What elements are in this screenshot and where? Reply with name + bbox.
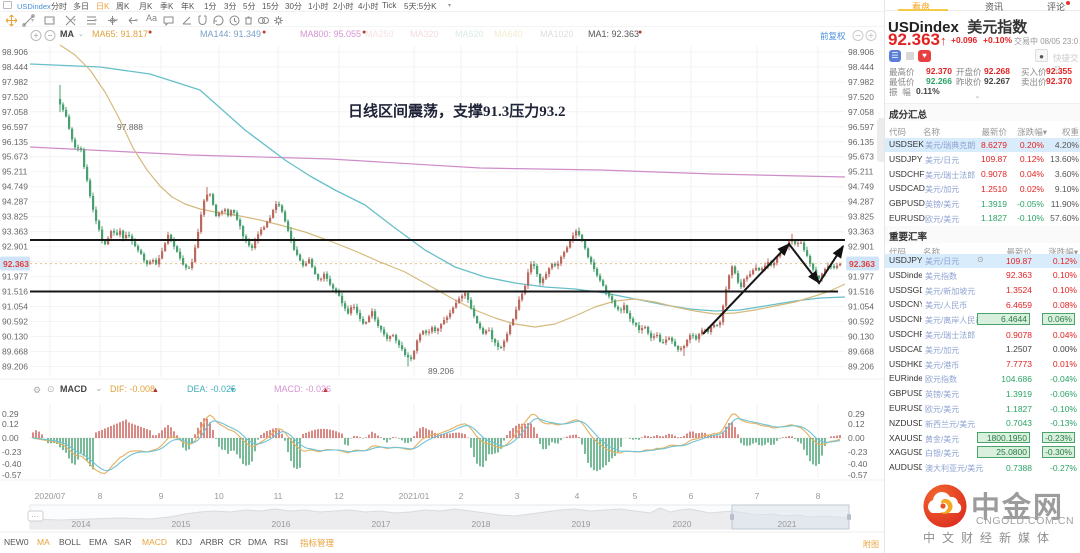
svg-text:94.287: 94.287 bbox=[848, 197, 874, 207]
svg-text:7: 7 bbox=[755, 491, 760, 501]
svg-text:90.130: 90.130 bbox=[2, 331, 28, 341]
svg-text:98.906: 98.906 bbox=[848, 47, 874, 57]
svg-text:2018: 2018 bbox=[472, 519, 491, 529]
svg-text:90.130: 90.130 bbox=[848, 331, 874, 341]
svg-text:98.444: 98.444 bbox=[848, 62, 874, 72]
svg-text:96.597: 96.597 bbox=[848, 122, 874, 132]
svg-text:4: 4 bbox=[575, 491, 580, 501]
svg-text:94.749: 94.749 bbox=[2, 182, 28, 192]
svg-text:2015: 2015 bbox=[172, 519, 191, 529]
svg-text:98.444: 98.444 bbox=[2, 62, 28, 72]
svg-text:93.825: 93.825 bbox=[848, 212, 874, 222]
svg-text:89.206: 89.206 bbox=[428, 366, 454, 376]
svg-text:97.888: 97.888 bbox=[117, 122, 143, 132]
svg-text:-0.23: -0.23 bbox=[848, 447, 868, 457]
svg-text:0.29: 0.29 bbox=[848, 409, 865, 419]
svg-text:2: 2 bbox=[459, 491, 464, 501]
svg-text:95.673: 95.673 bbox=[848, 152, 874, 162]
svg-text:90.592: 90.592 bbox=[848, 317, 874, 327]
svg-text:91.977: 91.977 bbox=[848, 272, 874, 282]
svg-text:2016: 2016 bbox=[272, 519, 291, 529]
svg-text:92.901: 92.901 bbox=[848, 242, 874, 252]
svg-text:8: 8 bbox=[98, 491, 103, 501]
svg-text:2014: 2014 bbox=[72, 519, 91, 529]
svg-text:日线区间震荡，支撑91.3压力93.2: 日线区间震荡，支撑91.3压力93.2 bbox=[348, 102, 566, 120]
svg-text:2020/07: 2020/07 bbox=[35, 491, 66, 501]
svg-text:91.054: 91.054 bbox=[2, 302, 28, 312]
svg-text:5: 5 bbox=[633, 491, 638, 501]
svg-text:DEA: -0.025: DEA: -0.025 bbox=[187, 384, 236, 394]
svg-text:-0.23: -0.23 bbox=[2, 447, 22, 457]
svg-text:91.977: 91.977 bbox=[2, 272, 28, 282]
svg-text:MACD: MACD bbox=[60, 384, 87, 394]
svg-text:0.12: 0.12 bbox=[2, 419, 19, 429]
svg-text:89.668: 89.668 bbox=[848, 346, 874, 356]
svg-text:90.592: 90.592 bbox=[2, 317, 28, 327]
svg-text:93.825: 93.825 bbox=[2, 212, 28, 222]
svg-text:98.906: 98.906 bbox=[2, 47, 28, 57]
svg-text:11: 11 bbox=[274, 491, 283, 501]
svg-text:▼: ▼ bbox=[229, 387, 236, 394]
svg-text:94.287: 94.287 bbox=[2, 197, 28, 207]
svg-text:⚙: ⚙ bbox=[33, 385, 41, 395]
svg-text:-0.40: -0.40 bbox=[2, 459, 22, 469]
svg-text:▲: ▲ bbox=[152, 387, 159, 394]
svg-text:⊙: ⊙ bbox=[47, 384, 55, 394]
svg-text:9: 9 bbox=[159, 491, 164, 501]
svg-text:92.901: 92.901 bbox=[2, 242, 28, 252]
svg-text:2017: 2017 bbox=[372, 519, 391, 529]
svg-text:-0.40: -0.40 bbox=[848, 459, 868, 469]
svg-text:⌄: ⌄ bbox=[95, 383, 103, 393]
svg-text:92.363: 92.363 bbox=[3, 259, 29, 269]
svg-text:10: 10 bbox=[214, 491, 224, 501]
svg-text:91.516: 91.516 bbox=[848, 287, 874, 297]
svg-text:93.363: 93.363 bbox=[848, 227, 874, 237]
svg-text:DIF: -0.008: DIF: -0.008 bbox=[110, 384, 155, 394]
svg-text:2020: 2020 bbox=[673, 519, 692, 529]
svg-text:91.516: 91.516 bbox=[2, 287, 28, 297]
svg-text:97.058: 97.058 bbox=[2, 107, 28, 117]
svg-text:97.058: 97.058 bbox=[848, 107, 874, 117]
svg-text:95.211: 95.211 bbox=[848, 167, 874, 177]
svg-text:93.363: 93.363 bbox=[2, 227, 28, 237]
svg-text:94.749: 94.749 bbox=[848, 182, 874, 192]
svg-text:89.206: 89.206 bbox=[2, 361, 28, 371]
svg-text:0.00: 0.00 bbox=[2, 433, 19, 443]
svg-text:-0.57: -0.57 bbox=[848, 470, 868, 480]
svg-text:95.673: 95.673 bbox=[2, 152, 28, 162]
svg-text:···: ··· bbox=[31, 512, 39, 521]
svg-text:97.520: 97.520 bbox=[848, 92, 874, 102]
svg-text:2021/01: 2021/01 bbox=[399, 491, 430, 501]
svg-text:96.135: 96.135 bbox=[848, 137, 874, 147]
svg-text:0.12: 0.12 bbox=[848, 419, 865, 429]
svg-text:6: 6 bbox=[689, 491, 694, 501]
svg-text:0.00: 0.00 bbox=[848, 433, 865, 443]
svg-text:91.054: 91.054 bbox=[848, 302, 874, 312]
svg-text:96.597: 96.597 bbox=[2, 122, 28, 132]
svg-text:8: 8 bbox=[816, 491, 821, 501]
svg-text:89.668: 89.668 bbox=[2, 346, 28, 356]
svg-text:▲: ▲ bbox=[322, 387, 329, 394]
svg-text:3: 3 bbox=[515, 491, 520, 501]
svg-text:97.520: 97.520 bbox=[2, 92, 28, 102]
svg-text:2019: 2019 bbox=[572, 519, 591, 529]
svg-text:MACD: -0.026: MACD: -0.026 bbox=[274, 384, 331, 394]
svg-text:0.29: 0.29 bbox=[2, 409, 19, 419]
svg-text:97.982: 97.982 bbox=[848, 77, 874, 87]
svg-text:89.206: 89.206 bbox=[848, 361, 874, 371]
svg-text:97.982: 97.982 bbox=[2, 77, 28, 87]
svg-text:96.135: 96.135 bbox=[2, 137, 28, 147]
svg-text:95.211: 95.211 bbox=[2, 167, 28, 177]
svg-text:92.363: 92.363 bbox=[849, 259, 875, 269]
svg-text:附图: 附图 bbox=[863, 539, 879, 549]
svg-text:2021: 2021 bbox=[778, 519, 797, 529]
svg-text:12: 12 bbox=[334, 491, 344, 501]
svg-text:-0.57: -0.57 bbox=[2, 470, 22, 480]
